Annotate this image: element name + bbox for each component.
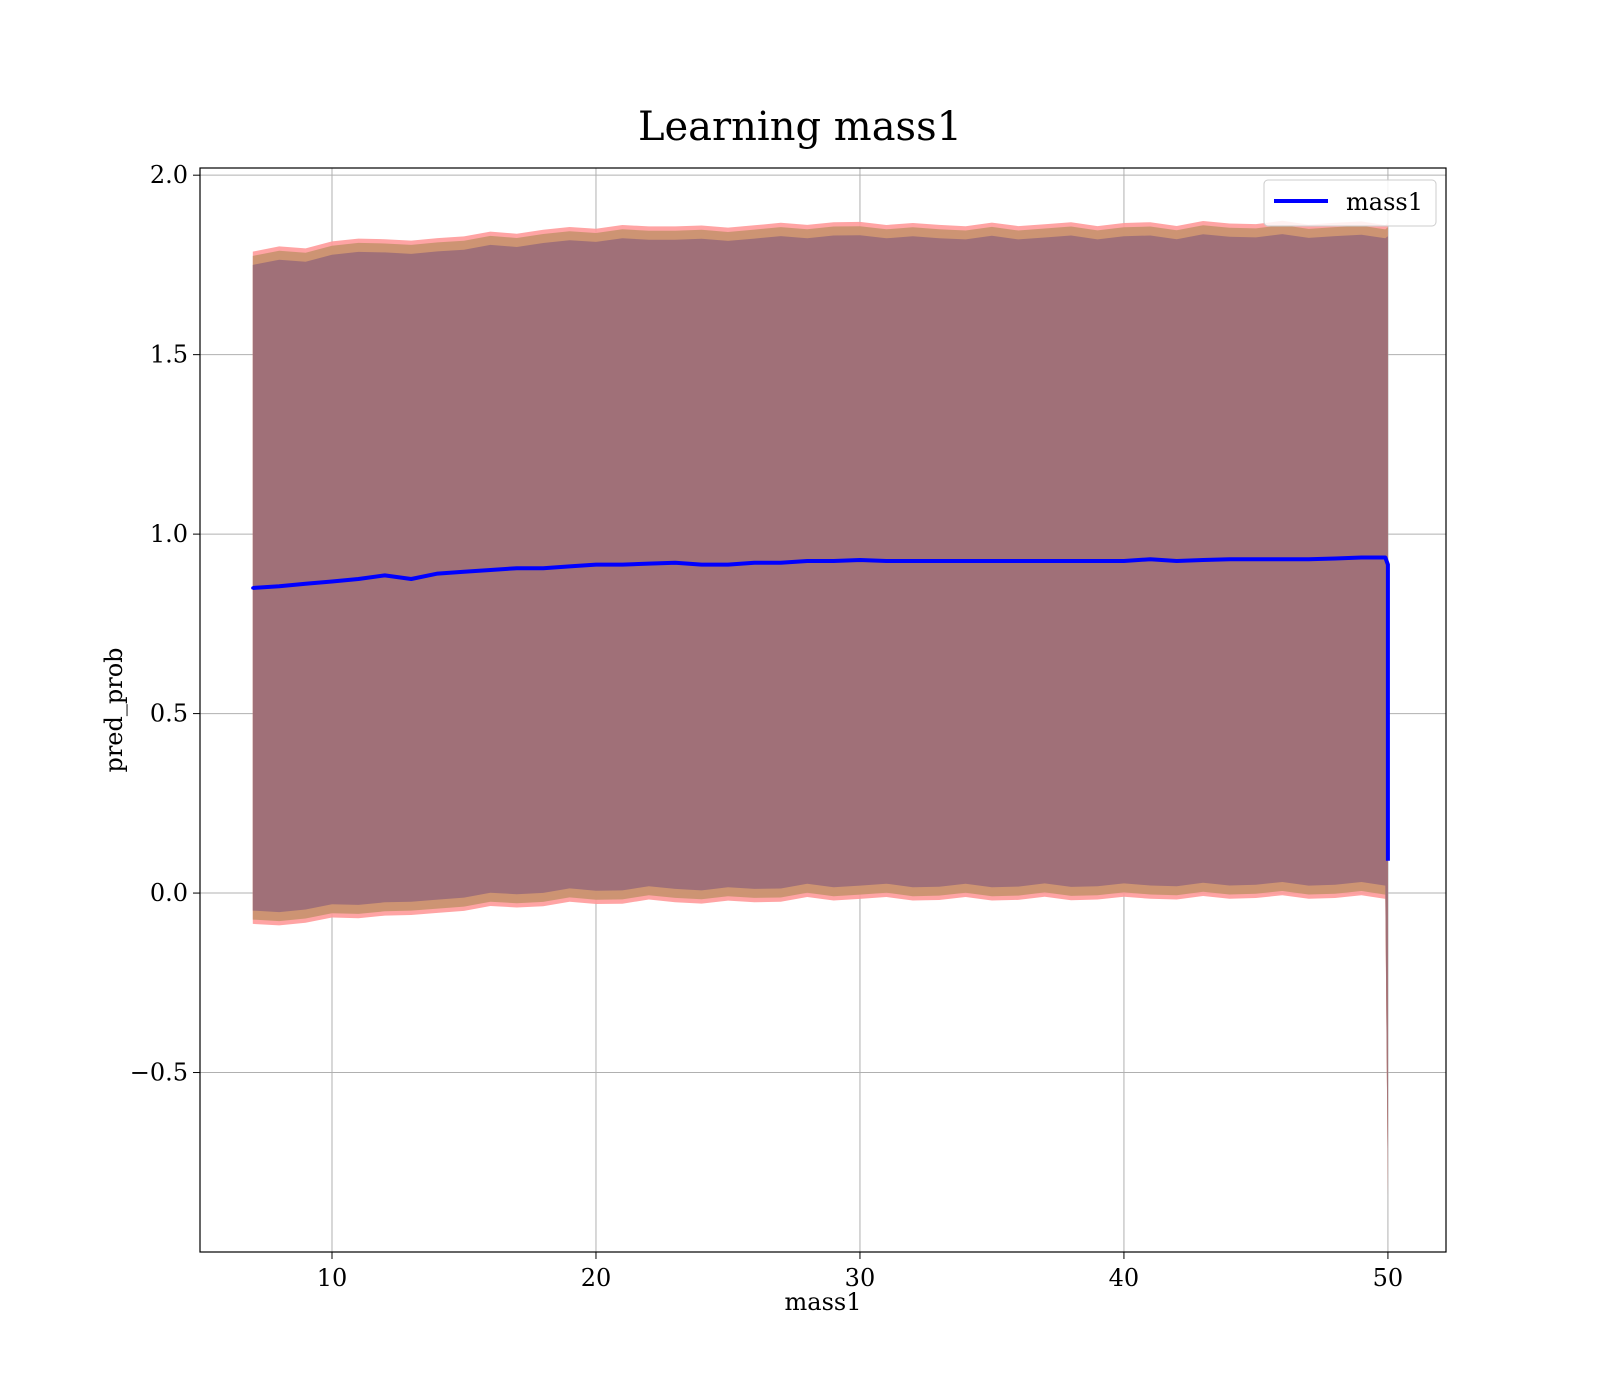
band-inner xyxy=(252,234,1388,1195)
series-point-mass1 xyxy=(1069,559,1073,563)
series-point-mass1 xyxy=(620,563,624,567)
series-point-mass1 xyxy=(805,559,809,563)
series-point-mass1 xyxy=(1307,557,1311,561)
series-point-mass1 xyxy=(251,586,255,590)
series-point-mass1 xyxy=(1227,557,1232,561)
series-point-mass1 xyxy=(303,582,308,586)
y-tick-label: 1.0 xyxy=(150,520,188,548)
series-point-mass1 xyxy=(1095,559,1100,563)
series-point-mass1 xyxy=(356,577,360,581)
x-axis: 10 20 30 40 50 xyxy=(317,1252,1403,1292)
series-point-mass1 xyxy=(1148,557,1152,561)
series-point-mass1 xyxy=(1333,556,1337,561)
legend-label: mass1 xyxy=(1346,188,1423,216)
series-point-mass1 xyxy=(1043,559,1047,563)
series-point-mass1 xyxy=(911,559,915,563)
legend: mass1 xyxy=(1263,179,1437,227)
series-point-mass1 xyxy=(1122,559,1126,563)
legend-box xyxy=(1263,179,1437,227)
series-point-mass1 xyxy=(963,559,968,563)
x-tick-label: 50 xyxy=(1373,1264,1404,1292)
series-point-mass1 xyxy=(435,572,440,576)
series-point-mass1 xyxy=(779,561,783,565)
series-point-mass1 xyxy=(409,577,413,581)
series-point-mass1 xyxy=(1254,557,1258,561)
x-tick-label: 40 xyxy=(1109,1264,1140,1292)
series-point-mass1 xyxy=(462,570,466,574)
x-tick-label: 30 xyxy=(845,1264,876,1292)
series-point-mass1 xyxy=(1280,557,1284,561)
series-point-mass1 xyxy=(937,559,941,563)
chart-title: Learning mass1 xyxy=(638,104,962,150)
uncertainty-bands xyxy=(252,220,1388,1195)
series-point-mass1 xyxy=(277,584,281,588)
series-point-mass1 xyxy=(726,563,730,567)
y-tick-label: −0.5 xyxy=(130,1059,188,1087)
series-point-mass1 xyxy=(647,561,651,566)
series-point-mass1 xyxy=(1175,559,1179,563)
series-line-mass1 xyxy=(252,555,1390,861)
series-point-mass1 xyxy=(594,563,598,567)
series-point-mass1 xyxy=(990,559,994,563)
series-point-mass1 xyxy=(858,558,862,562)
series-point-mass1 xyxy=(383,573,387,577)
series-point-mass1 xyxy=(1016,559,1020,563)
series-point-mass1 xyxy=(699,563,704,567)
y-axis: −0.5 0.0 0.5 1.0 1.5 2.0 xyxy=(130,161,200,1087)
series-point-mass1 xyxy=(541,566,545,570)
series-point-mass1 xyxy=(1201,558,1205,562)
y-axis-label: pred_prob xyxy=(100,647,128,772)
series-point-mass1 xyxy=(831,559,836,563)
series-lines xyxy=(251,555,1390,861)
series-point-mass1 xyxy=(488,568,492,572)
series-point-mass1 xyxy=(515,566,519,570)
series-point-mass1 xyxy=(1383,555,1387,560)
x-tick-label: 10 xyxy=(317,1264,348,1292)
y-tick-label: 0.0 xyxy=(150,879,188,907)
x-axis-label: mass1 xyxy=(785,1288,862,1316)
plot-frame xyxy=(199,167,1447,1253)
series-point-mass1 xyxy=(1359,555,1364,560)
series-point-mass1 xyxy=(330,579,334,584)
series-point-mass1 xyxy=(673,561,677,565)
y-tick-label: 1.5 xyxy=(150,341,188,369)
y-tick-label: 2.0 xyxy=(150,161,188,189)
series-point-mass1 xyxy=(884,559,888,563)
series-point-mass1 xyxy=(752,561,756,565)
series-point-mass1 xyxy=(567,564,572,569)
x-tick-label: 20 xyxy=(581,1264,612,1292)
y-tick-label: 0.5 xyxy=(150,700,188,728)
